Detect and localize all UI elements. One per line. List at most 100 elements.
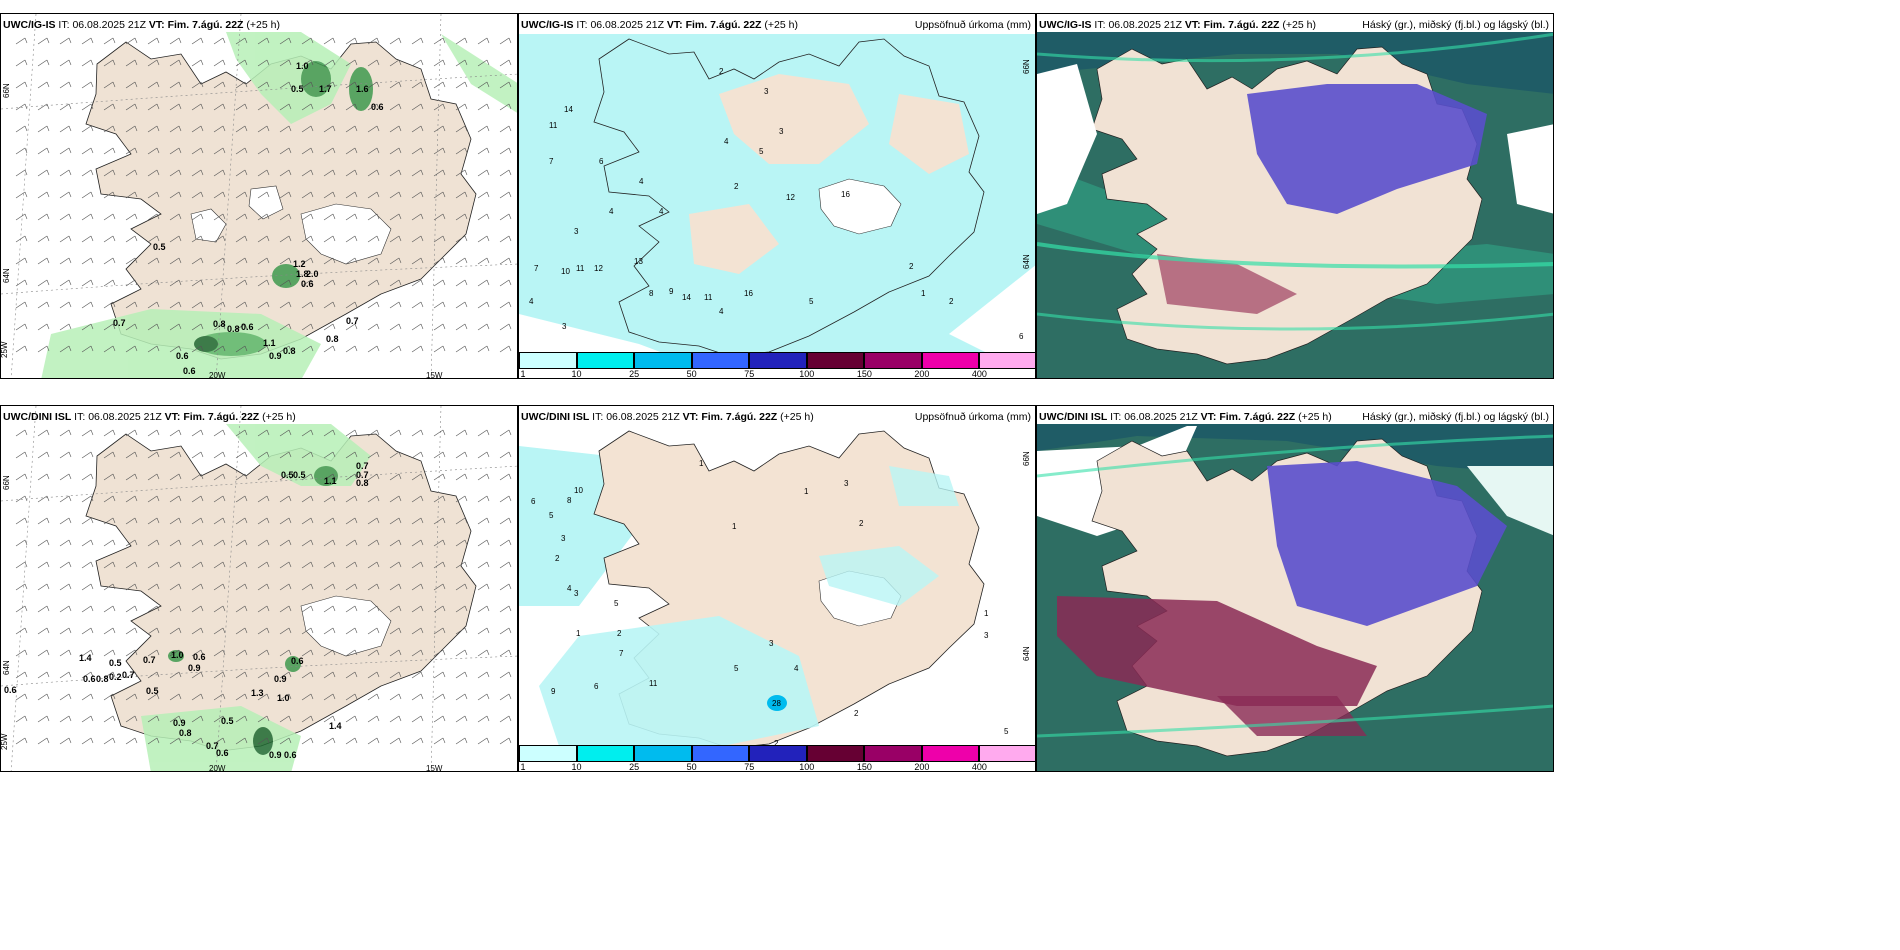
- wind-barb: [389, 213, 402, 221]
- wind-barb: [235, 301, 248, 309]
- value-label: 0.6: [176, 351, 189, 361]
- wind-barb: [433, 429, 446, 437]
- wind-barb: [389, 627, 402, 635]
- wind-barb: [345, 323, 358, 331]
- wind-barb: [147, 191, 160, 199]
- wind-barb: [411, 715, 424, 723]
- wind-barb: [191, 125, 204, 133]
- value-label: 1: [732, 522, 737, 531]
- colorbar-swatch: [634, 352, 692, 369]
- wind-barb: [125, 301, 138, 309]
- wind-barb: [367, 103, 380, 111]
- lon-label-15: 15W: [426, 764, 443, 772]
- wind-barb: [433, 59, 446, 67]
- wind-barb: [345, 473, 358, 481]
- wind-barb: [301, 627, 314, 635]
- wind-barb: [301, 213, 314, 221]
- wind-barb: [279, 59, 292, 67]
- wind-barb: [81, 605, 94, 613]
- wind-barb: [389, 125, 402, 133]
- wind-barb: [323, 147, 336, 155]
- wind-barb: [125, 345, 138, 353]
- value-label: 2: [774, 739, 779, 748]
- wind-barb: [59, 605, 72, 613]
- panel-dini-wind: 66N 64N 25W 20W 15W 0.5 0.5 0.7 0.7 0.8 …: [0, 405, 518, 772]
- wind-barb: [125, 125, 138, 133]
- panel-header: UWC/IG-IS IT: 06.08.2025 21Z VT: Fim. 7.…: [1039, 19, 1549, 35]
- wind-barb: [323, 451, 336, 459]
- wind-barb: [389, 191, 402, 199]
- value-label: 3: [984, 631, 989, 640]
- wind-barb: [389, 561, 402, 569]
- wind-barb: [15, 539, 28, 547]
- wind-barb: [169, 649, 182, 657]
- wind-barb: [235, 213, 248, 221]
- wind-barb: [367, 345, 380, 353]
- wind-barb: [59, 147, 72, 155]
- wind-barb: [477, 451, 490, 459]
- wind-barb: [191, 451, 204, 459]
- wind-barb: [15, 147, 28, 155]
- colorbar-swatch: [921, 745, 980, 762]
- wind-barb: [477, 147, 490, 155]
- value-label: 3: [779, 127, 784, 136]
- wind-barb: [235, 671, 248, 679]
- wind-barb: [455, 495, 468, 503]
- wind-barb: [257, 257, 270, 265]
- wind-barb: [213, 429, 226, 437]
- wind-barb: [455, 517, 468, 525]
- wind-barb: [213, 103, 226, 111]
- value-label: 0.6: [216, 748, 229, 758]
- value-label: 14: [564, 105, 573, 114]
- value-label: 1: [699, 459, 704, 468]
- wind-barb: [59, 429, 72, 437]
- wind-barb: [345, 301, 358, 309]
- wind-barb: [345, 213, 358, 221]
- wind-barb: [411, 605, 424, 613]
- wind-barb: [147, 605, 160, 613]
- wind-barb: [235, 495, 248, 503]
- wind-barb: [411, 627, 424, 635]
- wind-barb: [367, 693, 380, 701]
- value-label: 1.3: [251, 688, 264, 698]
- colorbar-tick-label: 1: [520, 762, 526, 772]
- wind-barb: [235, 147, 248, 155]
- wind-barb: [257, 495, 270, 503]
- wind-barb: [15, 257, 28, 265]
- wind-barb: [389, 103, 402, 111]
- value-label: 0.7: [122, 670, 135, 680]
- wind-barb: [125, 451, 138, 459]
- value-label: 2: [719, 67, 724, 76]
- wind-barb: [169, 737, 182, 745]
- panel-header: UWC/IG-IS IT: 06.08.2025 21Z VT: Fim. 7.…: [3, 19, 513, 35]
- wind-barb: [103, 37, 116, 45]
- wind-barb: [191, 103, 204, 111]
- wind-barb: [279, 495, 292, 503]
- wind-barb: [81, 539, 94, 547]
- wind-barb: [59, 59, 72, 67]
- wind-barb: [213, 451, 226, 459]
- wind-barb: [257, 59, 270, 67]
- wind-barb: [323, 539, 336, 547]
- wind-barb: [103, 671, 116, 679]
- glacier-hofsjokull: [248, 185, 284, 220]
- wind-barb: [433, 37, 446, 45]
- wind-barb: [191, 147, 204, 155]
- value-label: 4: [567, 584, 572, 593]
- wind-barb: [257, 169, 270, 177]
- value-label: 0.2: [109, 672, 122, 682]
- wind-barb: [477, 539, 490, 547]
- wind-barb: [81, 345, 94, 353]
- wind-barb: [411, 301, 424, 309]
- wind-barb: [147, 59, 160, 67]
- wind-barb: [499, 191, 512, 199]
- value-label: 16: [744, 289, 753, 298]
- wind-barb: [169, 671, 182, 679]
- colorbar-swatch: [749, 352, 807, 369]
- valid-time: Fim. 7.ágú. 22Z: [701, 411, 778, 423]
- wind-barb: [125, 103, 138, 111]
- value-label: 4: [719, 307, 724, 316]
- wind-barb: [389, 737, 402, 745]
- value-label: 1.1: [263, 338, 276, 348]
- value-label: 9: [669, 287, 674, 296]
